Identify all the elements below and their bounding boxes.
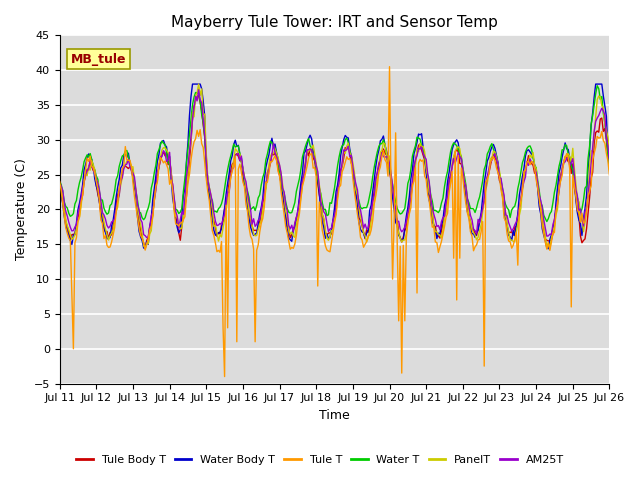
Water Body T: [71, 232, 79, 238]
Water Body T: [401, 225, 408, 230]
Tule T: [386, 64, 394, 70]
Line: Tule T: Tule T: [60, 67, 609, 376]
Water T: [605, 167, 613, 172]
Tule T: [371, 201, 378, 206]
Water Body T: [545, 246, 552, 252]
Water Body T: [540, 232, 548, 238]
PanelT: [371, 200, 378, 206]
PanelT: [158, 147, 166, 153]
PanelT: [56, 178, 63, 184]
Tule Body T: [195, 93, 202, 98]
Tule T: [71, 240, 79, 246]
PanelT: [195, 81, 202, 87]
Tule Body T: [390, 200, 398, 205]
AM25T: [605, 159, 613, 165]
Water T: [71, 201, 79, 207]
Water Body T: [189, 81, 196, 87]
Line: AM25T: AM25T: [60, 90, 609, 238]
PanelT: [401, 237, 408, 243]
Water Body T: [371, 177, 378, 182]
X-axis label: Time: Time: [319, 409, 350, 422]
PanelT: [71, 232, 79, 238]
Title: Mayberry Tule Tower: IRT and Sensor Temp: Mayberry Tule Tower: IRT and Sensor Temp: [171, 15, 498, 30]
PanelT: [540, 223, 548, 229]
AM25T: [390, 200, 398, 206]
Water T: [369, 174, 376, 180]
AM25T: [541, 225, 549, 230]
Tule T: [403, 235, 410, 240]
AM25T: [159, 148, 167, 154]
PanelT: [388, 187, 396, 192]
Tule Body T: [71, 231, 79, 237]
Tule T: [158, 157, 166, 163]
AM25T: [56, 180, 63, 185]
Legend: Tule Body T, Water Body T, Tule T, Water T, PanelT, AM25T: Tule Body T, Water Body T, Tule T, Water…: [72, 451, 568, 469]
Tule T: [390, 218, 398, 224]
Tule T: [605, 172, 613, 178]
AM25T: [71, 224, 79, 230]
Tule Body T: [372, 176, 380, 182]
Line: Water T: Water T: [60, 86, 609, 222]
Water T: [543, 219, 550, 225]
Tule Body T: [141, 245, 149, 251]
PanelT: [605, 149, 613, 155]
Tule T: [56, 179, 63, 184]
Y-axis label: Temperature (C): Temperature (C): [15, 158, 28, 260]
Water T: [56, 178, 63, 183]
AM25T: [403, 218, 410, 224]
Tule Body T: [403, 225, 410, 231]
Tule Body T: [541, 236, 549, 242]
Tule Body T: [605, 162, 613, 168]
AM25T: [195, 87, 202, 93]
Text: MB_tule: MB_tule: [70, 53, 126, 66]
Water T: [593, 83, 601, 89]
Water T: [399, 208, 407, 214]
Line: Water Body T: Water Body T: [60, 84, 609, 249]
Water T: [158, 138, 166, 144]
Water Body T: [605, 163, 613, 168]
Water Body T: [158, 139, 166, 144]
Tule T: [221, 373, 228, 379]
Line: Tule Body T: Tule Body T: [60, 96, 609, 248]
PanelT: [546, 246, 554, 252]
AM25T: [143, 235, 150, 240]
Water T: [538, 203, 546, 209]
Tule T: [541, 240, 549, 245]
Tule Body T: [159, 149, 167, 155]
Water Body T: [388, 194, 396, 200]
Line: PanelT: PanelT: [60, 84, 609, 249]
Tule Body T: [56, 178, 63, 183]
Water T: [387, 174, 395, 180]
AM25T: [372, 176, 380, 181]
Water Body T: [56, 178, 63, 183]
